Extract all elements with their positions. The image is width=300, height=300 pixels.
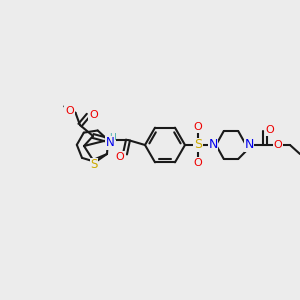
Text: S: S: [194, 139, 202, 152]
Text: O: O: [89, 110, 98, 120]
Text: S: S: [90, 158, 98, 172]
Text: N: N: [244, 139, 254, 152]
Text: O: O: [274, 140, 282, 150]
Text: H: H: [109, 133, 116, 142]
Text: O: O: [266, 125, 274, 135]
Text: O: O: [194, 158, 202, 168]
Text: O: O: [65, 106, 74, 116]
Text: N: N: [106, 136, 114, 149]
Text: O: O: [116, 152, 124, 162]
Text: N: N: [208, 139, 218, 152]
Text: O: O: [194, 122, 202, 132]
